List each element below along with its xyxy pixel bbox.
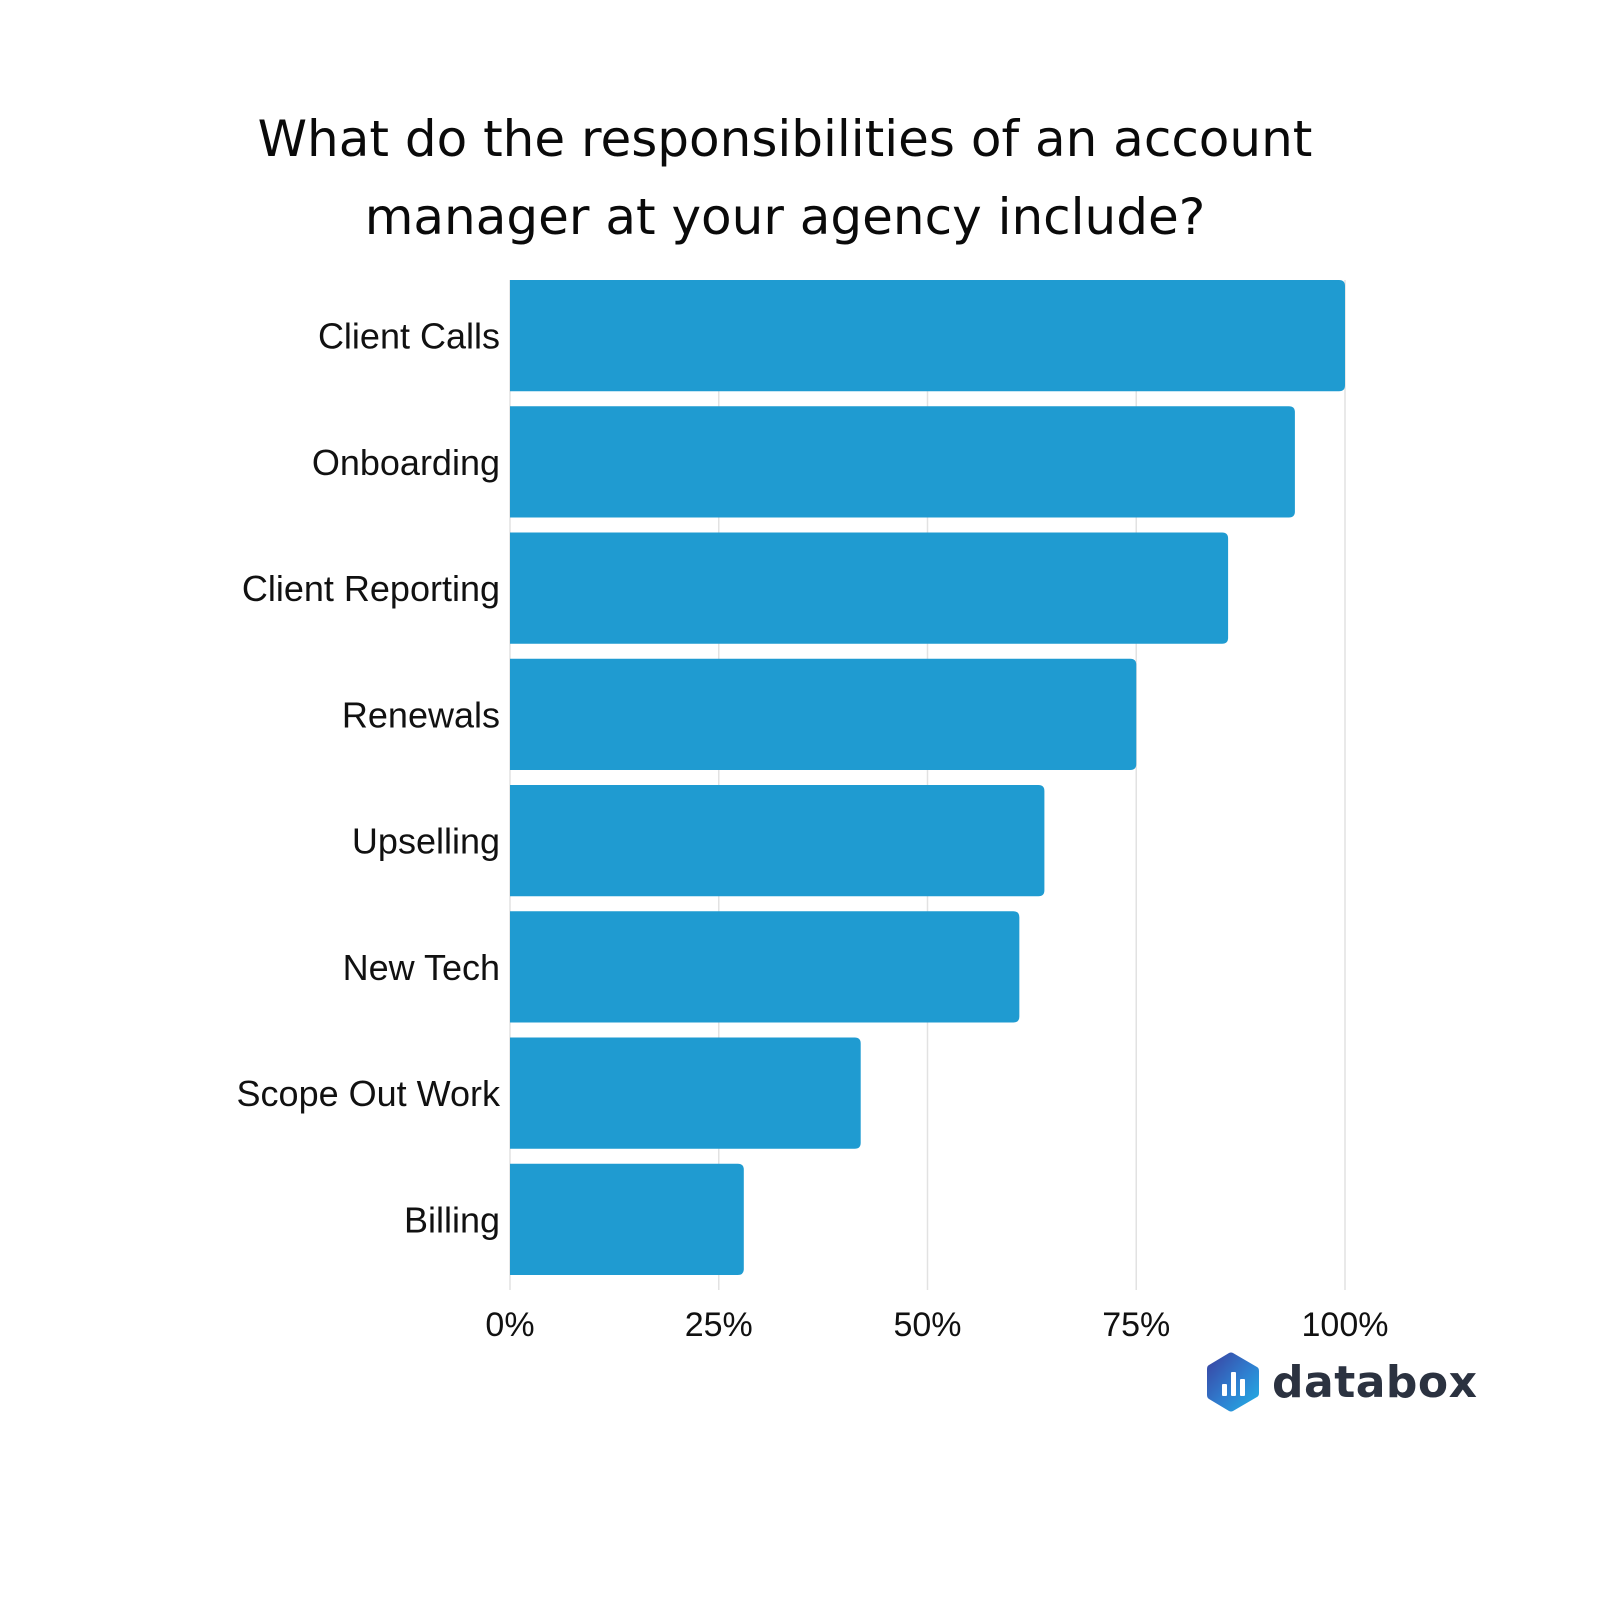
bars: [510, 280, 1345, 1275]
category-label: Client Reporting: [242, 568, 500, 609]
x-tick-label: 75%: [1102, 1306, 1170, 1344]
bar-billing: [510, 1163, 744, 1275]
chart-title: What do the responsibilities of an accou…: [257, 110, 1313, 246]
bar-new-tech: [510, 911, 1020, 1023]
bar-client-calls: [510, 280, 1345, 392]
bar-renewals: [510, 658, 1137, 770]
bar-upselling: [510, 785, 1045, 897]
category-label: Billing: [404, 1199, 500, 1240]
category-label: Client Calls: [318, 316, 500, 357]
category-label: Upselling: [352, 821, 500, 862]
databox-logo-icon: [1207, 1352, 1259, 1412]
x-tick-label: 25%: [685, 1306, 753, 1344]
bar-scope-out-work: [510, 1037, 861, 1149]
bar-onboarding: [510, 406, 1295, 518]
bar-client-reporting: [510, 532, 1229, 644]
databox-logo-text: databox: [1272, 1356, 1478, 1408]
category-label: New Tech: [343, 947, 500, 988]
x-axis-ticks: 0% 25% 50% 75% 100%: [485, 1306, 1388, 1344]
x-tick-label: 0%: [485, 1306, 534, 1344]
category-label: Onboarding: [312, 442, 500, 483]
category-labels: Client Calls Onboarding Client Reporting Re…: [237, 316, 501, 1241]
x-tick-label: 50%: [893, 1306, 961, 1344]
category-label: Scope Out Work: [237, 1073, 501, 1114]
category-label: Renewals: [342, 694, 500, 735]
databox-logo: databox: [1206, 1351, 1478, 1413]
x-tick-label: 100%: [1302, 1306, 1389, 1344]
